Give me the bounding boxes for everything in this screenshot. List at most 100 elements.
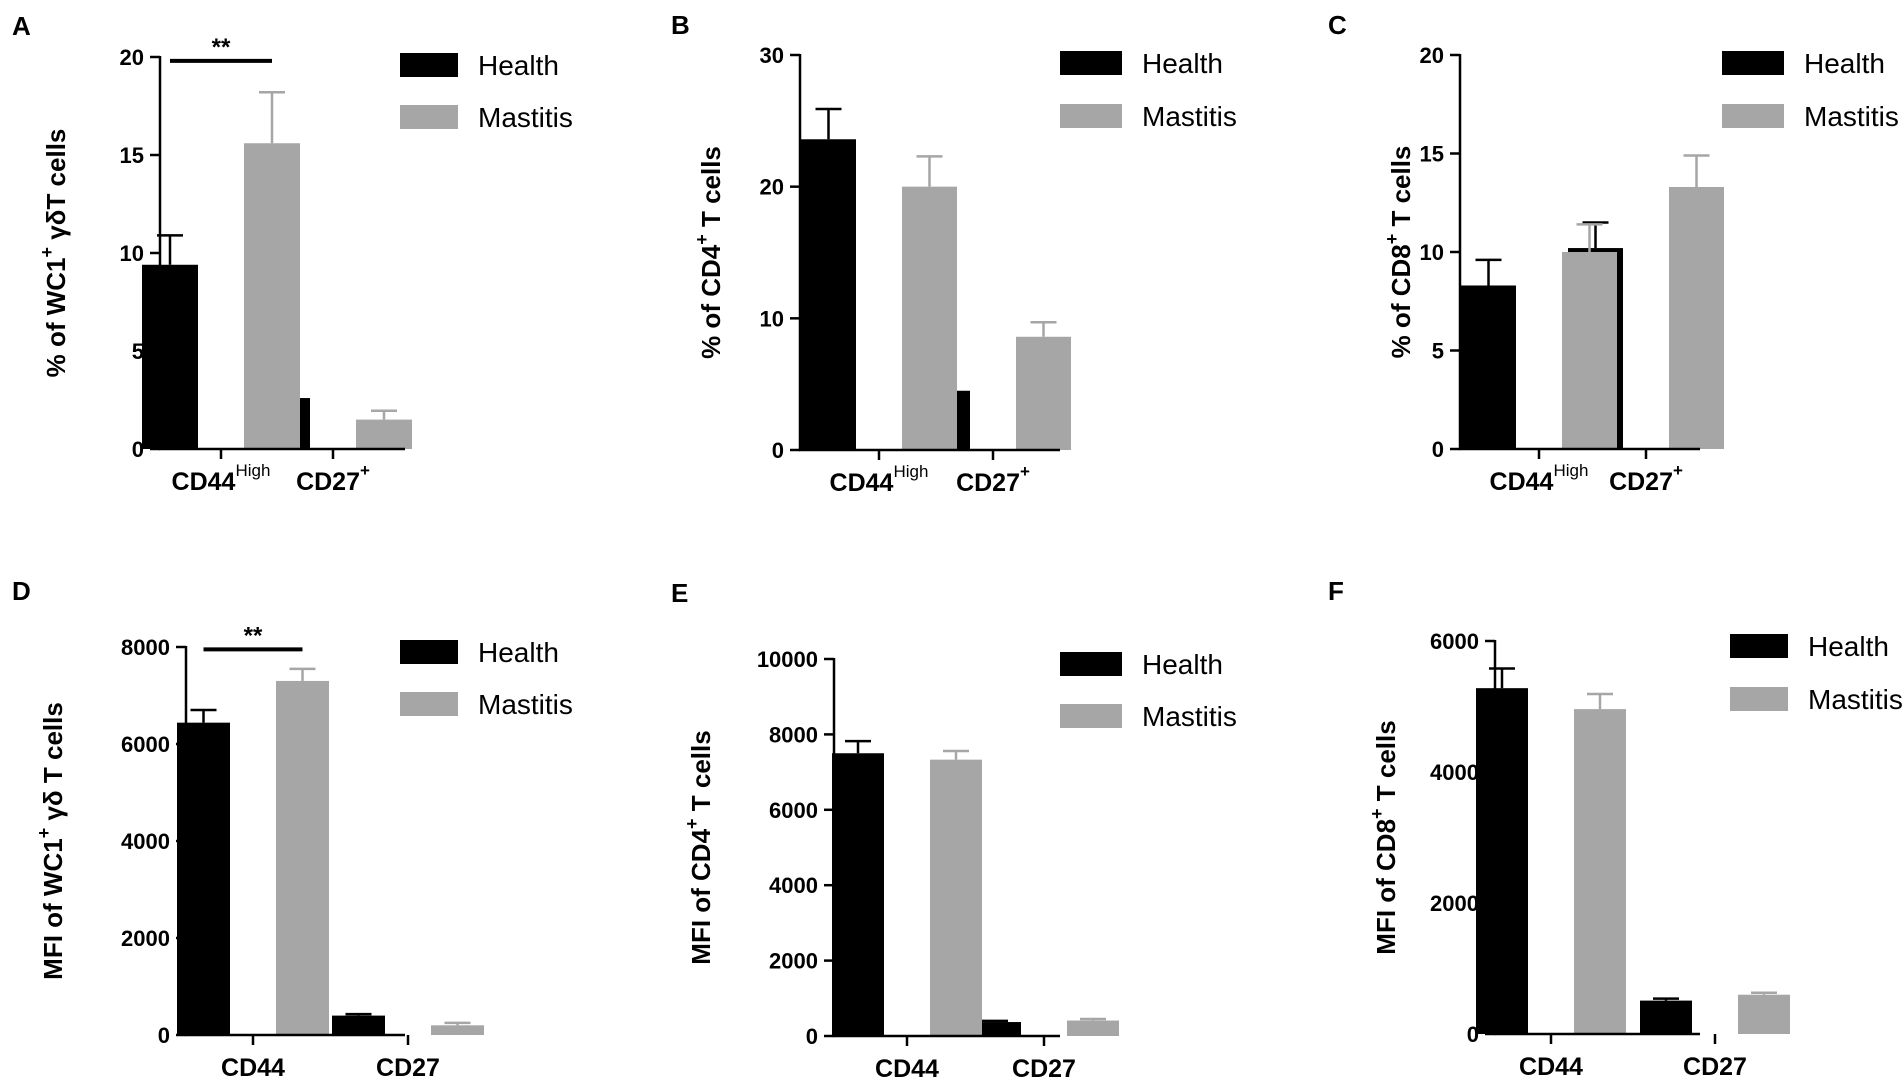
y-axis-label: % of CD8+ T cells bbox=[1382, 146, 1416, 359]
y-axis-label: MFI of CD4+ T cells bbox=[682, 730, 716, 964]
x-tick-label: CD44High bbox=[830, 462, 929, 497]
x-tick-label-base: CD44 bbox=[830, 469, 894, 497]
y-axis-label-suffix: γδT cells bbox=[41, 129, 71, 247]
bar bbox=[1574, 709, 1626, 1034]
bar bbox=[1476, 688, 1528, 1034]
x-tick-label-base: CD44 bbox=[221, 1054, 285, 1082]
x-tick-label-superscript: + bbox=[360, 461, 370, 480]
bar bbox=[1640, 1000, 1692, 1034]
y-tick-label: 20 bbox=[760, 175, 784, 200]
panel-f: F 0 2000 4000 6000 CD44 CD27 MFI of CD8+ T cell… bbox=[1328, 576, 1903, 1081]
x-tick-label: CD27 bbox=[1683, 1053, 1747, 1081]
panel-d: D 0 2000 4000 6000 8000 CD44 CD27 MFI of WC1+ γδ… bbox=[12, 576, 573, 1082]
x-tick-label: CD44High bbox=[172, 461, 271, 496]
bar bbox=[1562, 252, 1617, 449]
x-tick-label: CD27+ bbox=[296, 461, 370, 496]
y-axis-label-superscript: + bbox=[34, 828, 54, 839]
x-tick-label-base: CD44 bbox=[875, 1055, 939, 1083]
legend-swatch bbox=[400, 692, 458, 716]
legend-label: Health bbox=[1142, 48, 1223, 79]
x-tick-label: CD44 bbox=[1519, 1053, 1583, 1081]
legend-label: Mastitis bbox=[1142, 701, 1237, 732]
x-tick-label-base: CD27 bbox=[1683, 1053, 1747, 1081]
y-tick-label: 6000 bbox=[121, 732, 170, 757]
y-tick-label: 30 bbox=[760, 43, 784, 68]
y-axis-label-superscript: + bbox=[37, 247, 57, 258]
bar bbox=[832, 753, 884, 1036]
legend-label: Health bbox=[478, 50, 559, 81]
panel-e: E 0 2000 4000 6000 8000 10000 CD44 CD27 MFI of CD… bbox=[671, 578, 1237, 1083]
x-tick-label: CD44 bbox=[221, 1054, 285, 1082]
legend-swatch bbox=[1060, 652, 1122, 676]
y-tick-label: 2000 bbox=[121, 926, 170, 951]
legend-swatch bbox=[400, 640, 458, 664]
y-axis-label-superscript: + bbox=[1382, 234, 1402, 245]
y-tick-label: 0 bbox=[158, 1023, 170, 1048]
x-tick-label-superscript: High bbox=[235, 461, 270, 480]
y-tick-label: 0 bbox=[132, 437, 144, 462]
bar bbox=[142, 264, 198, 449]
bar bbox=[902, 186, 957, 450]
x-tick-label: CD44 bbox=[875, 1055, 939, 1083]
legend-swatch bbox=[400, 105, 458, 129]
bar bbox=[431, 1025, 484, 1035]
y-tick-label: 10 bbox=[120, 241, 144, 266]
y-axis-label-suffix: T cells bbox=[696, 146, 726, 234]
bar bbox=[930, 759, 982, 1036]
y-axis-label: % of CD4+ T cells bbox=[692, 146, 726, 359]
y-axis-label-main: MFI of CD4 bbox=[686, 828, 716, 964]
x-tick-label-base: CD44 bbox=[172, 468, 236, 496]
bar bbox=[801, 139, 856, 450]
y-tick-label: 10000 bbox=[757, 647, 818, 672]
y-axis-label-main: % of WC1 bbox=[41, 258, 71, 378]
y-tick-label: 15 bbox=[120, 143, 144, 168]
legend-swatch bbox=[1730, 687, 1788, 711]
legend-label: Mastitis bbox=[1804, 101, 1899, 132]
y-tick-label: 20 bbox=[1420, 43, 1444, 68]
y-axis-label: MFI of CD8+ T cells bbox=[1367, 720, 1401, 954]
y-tick-label: 6000 bbox=[769, 798, 818, 823]
y-axis-label-main: MFI of CD8 bbox=[1371, 819, 1401, 955]
legend-swatch bbox=[1060, 104, 1122, 128]
legend-swatch bbox=[1722, 104, 1784, 128]
legend-label: Mastitis bbox=[1808, 684, 1903, 715]
y-axis-label: MFI of WC1+ γδ T cells bbox=[34, 702, 68, 980]
y-tick-label: 8000 bbox=[121, 635, 170, 660]
legend-swatch bbox=[1060, 51, 1122, 75]
legend-label: Health bbox=[1808, 631, 1889, 662]
bar bbox=[244, 143, 300, 450]
y-tick-label: 8000 bbox=[769, 722, 818, 747]
y-tick-label: 10 bbox=[760, 306, 784, 331]
y-tick-label: 15 bbox=[1420, 142, 1444, 167]
y-tick-label: 0 bbox=[1467, 1022, 1479, 1047]
y-tick-label: 2000 bbox=[1430, 891, 1479, 916]
legend-label: Mastitis bbox=[478, 102, 573, 133]
legend-swatch bbox=[1730, 634, 1788, 658]
y-axis-label-suffix: γδ T cells bbox=[38, 702, 68, 828]
y-tick-label: 0 bbox=[806, 1024, 818, 1049]
legend-label: Mastitis bbox=[1142, 101, 1237, 132]
y-tick-label: 0 bbox=[772, 438, 784, 463]
bar bbox=[1067, 1020, 1119, 1036]
y-axis-label-suffix: T cells bbox=[1371, 720, 1401, 808]
panel-label: A bbox=[12, 11, 31, 41]
x-tick-label: CD27 bbox=[376, 1054, 440, 1082]
bar bbox=[356, 419, 412, 449]
x-tick-label-base: CD27 bbox=[1609, 468, 1673, 496]
legend-label: Health bbox=[1804, 48, 1885, 79]
x-tick-label: CD27+ bbox=[1609, 461, 1683, 496]
bar bbox=[1461, 285, 1516, 449]
y-axis-label: % of WC1+ γδT cells bbox=[37, 129, 71, 378]
x-tick-label-base: CD27 bbox=[1012, 1055, 1076, 1083]
y-tick-label: 4000 bbox=[769, 873, 818, 898]
x-tick-label: CD27+ bbox=[956, 462, 1030, 497]
x-tick-label-superscript: + bbox=[1673, 461, 1683, 480]
y-tick-label: 4000 bbox=[121, 829, 170, 854]
y-tick-label: 5 bbox=[1432, 339, 1444, 364]
y-tick-label: 2000 bbox=[769, 949, 818, 974]
x-tick-label-base: CD27 bbox=[376, 1054, 440, 1082]
y-axis-label-main: % of CD8 bbox=[1386, 244, 1416, 358]
y-tick-label: 10 bbox=[1420, 240, 1444, 265]
